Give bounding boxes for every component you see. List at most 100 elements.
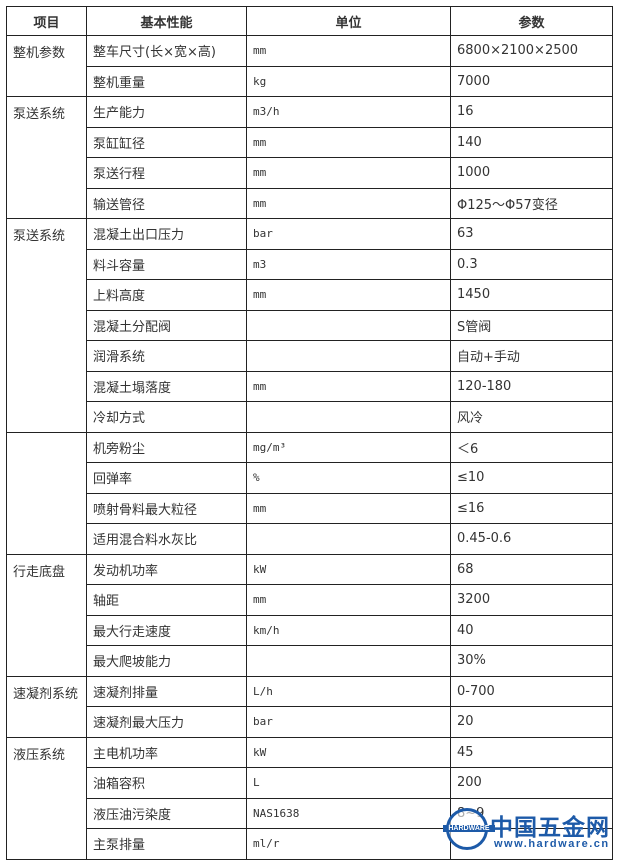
value-cell: 3200	[450, 584, 613, 616]
table-row: 泵缸缸径 mm 140	[7, 126, 613, 158]
performance-cell: 润滑系统	[86, 340, 247, 372]
table-row: 混凝土塌落度 mm 120-180	[7, 370, 613, 402]
value-cell: 0.45-0.6	[450, 523, 613, 555]
performance-cell: 料斗容量	[86, 248, 247, 280]
table-row: 上料高度 mm 1450	[7, 279, 613, 311]
value-cell: 63	[450, 218, 613, 250]
table-row: 速凝剂系统 速凝剂排量 L/h 0-700	[6, 675, 613, 738]
value-cell: 0-700	[450, 675, 613, 707]
group-cell: 液压系统	[6, 736, 87, 860]
performance-cell: 喷射骨料最大粒径	[86, 492, 247, 524]
performance-cell: 机旁粉尘	[86, 431, 247, 463]
unit-cell: kW	[246, 736, 451, 768]
value-cell: 7000	[450, 65, 613, 97]
unit-cell: kW	[246, 553, 451, 585]
performance-cell: 回弹率	[86, 462, 247, 494]
unit-cell: mm	[246, 370, 451, 402]
table-row: 最大爬坡能力 30%	[7, 645, 613, 677]
value-cell: 1450	[450, 279, 613, 311]
unit-cell: L	[246, 767, 451, 799]
unit-cell: mm	[246, 35, 451, 67]
table-row: 料斗容量 m3 0.3	[7, 248, 613, 280]
unit-cell: ml/r	[246, 828, 451, 860]
group-cell: 泵送系统	[6, 218, 87, 433]
table-row: 冷却方式 风冷	[7, 401, 613, 433]
unit-cell	[246, 645, 451, 677]
performance-cell: 最大爬坡能力	[86, 645, 247, 677]
unit-cell: kg	[246, 65, 451, 97]
header-row: 项目 基本性能 单位 参数	[6, 6, 613, 36]
value-cell: 45	[450, 736, 613, 768]
performance-cell: 混凝土塌落度	[86, 370, 247, 402]
table-row: 主泵排量 ml/r	[7, 828, 613, 860]
performance-cell: 轴距	[86, 584, 247, 616]
performance-cell: 液压油污染度	[86, 797, 247, 829]
unit-cell	[246, 309, 451, 341]
table-row: 泵送行程 mm 1000	[7, 157, 613, 189]
unit-cell	[246, 401, 451, 433]
table-row: 整机参数 整车尺寸(长×宽×高) mm 6800×2100×2500	[6, 35, 613, 97]
performance-cell: 油箱容积	[86, 767, 247, 799]
table-row: 轴距 mm 3200	[7, 584, 613, 616]
value-cell: 自动+手动	[450, 340, 613, 372]
performance-cell: 混凝土分配阀	[86, 309, 247, 341]
value-cell: 68	[450, 553, 613, 585]
spec-table: 项目 基本性能 单位 参数 整机参数 整车尺寸(长×宽×高) mm 6800×2100…	[6, 6, 613, 860]
performance-cell: 最大行走速度	[86, 614, 247, 646]
value-cell: 20	[450, 706, 613, 738]
group-cell: 行走底盘	[6, 553, 87, 677]
value-cell: 1000	[450, 157, 613, 189]
table-row: 混凝土分配阀 S管阀	[7, 309, 613, 341]
header-performance: 基本性能	[86, 6, 247, 36]
performance-cell: 主泵排量	[86, 828, 247, 860]
unit-cell: mm	[246, 126, 451, 158]
unit-cell: L/h	[246, 675, 451, 707]
unit-cell: km/h	[246, 614, 451, 646]
performance-cell: 发动机功率	[86, 553, 247, 585]
globe-icon: HARDWARE	[443, 808, 495, 850]
table-row: 喷射骨料最大粒径 mm ≤16	[7, 492, 613, 524]
performance-cell: 整机重量	[86, 65, 247, 97]
unit-cell: mm	[246, 279, 451, 311]
performance-cell: 泵缸缸径	[86, 126, 247, 158]
unit-cell: mm	[246, 584, 451, 616]
value-cell: 140	[450, 126, 613, 158]
performance-cell: 整车尺寸(长×宽×高)	[86, 35, 247, 67]
group-cell	[6, 431, 87, 555]
performance-cell: 混凝土出口压力	[86, 218, 247, 250]
table-row: 润滑系统 自动+手动	[7, 340, 613, 372]
performance-cell: 生产能力	[86, 96, 247, 128]
value-cell: 120-180	[450, 370, 613, 402]
table-row: 油箱容积 L 200	[7, 767, 613, 799]
watermark-name: 中国五金网	[490, 815, 610, 841]
performance-cell: 泵送行程	[86, 157, 247, 189]
group-cell: 整机参数	[6, 35, 87, 97]
performance-cell: 主电机功率	[86, 736, 247, 768]
value-cell: 200	[450, 767, 613, 799]
performance-cell: 输送管径	[86, 187, 247, 219]
value-cell: 风冷	[450, 401, 613, 433]
performance-cell: 速凝剂排量	[86, 675, 247, 707]
unit-cell: mg/m³	[246, 431, 451, 463]
value-cell: 6800×2100×2500	[450, 35, 613, 67]
table-row: 泵送系统 生产能力 m3/h 16	[6, 96, 613, 219]
value-cell: 0.3	[450, 248, 613, 280]
table-row: 机旁粉尘 mg/m³ ＜6	[6, 431, 613, 555]
header-value: 参数	[450, 6, 613, 36]
value-cell: ≤16	[450, 492, 613, 524]
table-row: 输送管径 mm Φ125～Φ57变径	[7, 187, 613, 219]
table-row: 最大行走速度 km/h 40	[7, 614, 613, 646]
value-cell: 40	[450, 614, 613, 646]
unit-cell: NAS1638	[246, 797, 451, 829]
unit-cell: bar	[246, 706, 451, 738]
value-cell: S管阀	[450, 309, 613, 341]
watermark-url: www.hardware.cn	[494, 838, 610, 850]
value-cell: ≤10	[450, 462, 613, 494]
group-cell: 速凝剂系统	[6, 675, 87, 738]
table-row: 速凝剂最大压力 bar 20	[7, 706, 613, 738]
header-unit: 单位	[246, 6, 451, 36]
unit-cell: m3	[246, 248, 451, 280]
unit-cell	[246, 523, 451, 555]
unit-cell: mm	[246, 157, 451, 189]
table-row: 整机重量 kg 7000	[7, 65, 613, 97]
